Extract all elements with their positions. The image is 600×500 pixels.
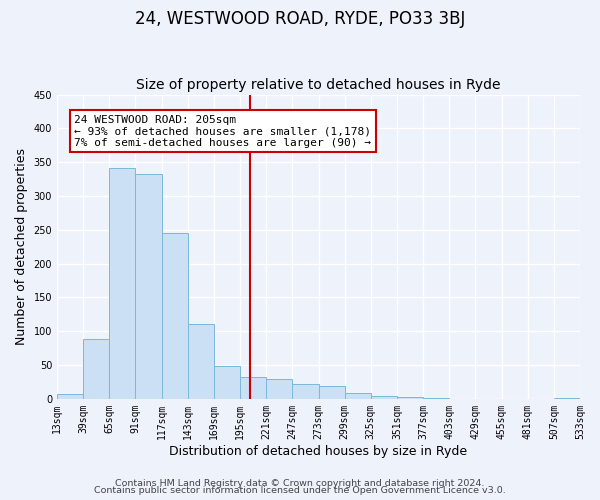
Bar	[371, 396, 397, 399]
Bar	[554, 398, 580, 399]
Bar	[423, 398, 449, 399]
Bar	[344, 394, 371, 399]
Bar	[214, 366, 240, 399]
Bar	[57, 394, 83, 399]
Bar	[240, 376, 266, 399]
Text: Contains public sector information licensed under the Open Government Licence v3: Contains public sector information licen…	[94, 486, 506, 495]
Bar	[136, 174, 161, 399]
Bar	[188, 324, 214, 399]
Text: 24 WESTWOOD ROAD: 205sqm
← 93% of detached houses are smaller (1,178)
7% of semi: 24 WESTWOOD ROAD: 205sqm ← 93% of detach…	[74, 115, 371, 148]
Title: Size of property relative to detached houses in Ryde: Size of property relative to detached ho…	[136, 78, 501, 92]
Bar	[319, 386, 344, 399]
Text: 24, WESTWOOD ROAD, RYDE, PO33 3BJ: 24, WESTWOOD ROAD, RYDE, PO33 3BJ	[135, 10, 465, 28]
Bar	[397, 398, 423, 399]
Bar	[266, 378, 292, 399]
Bar	[109, 168, 136, 399]
Bar	[83, 338, 109, 399]
Text: Contains HM Land Registry data © Crown copyright and database right 2024.: Contains HM Land Registry data © Crown c…	[115, 478, 485, 488]
X-axis label: Distribution of detached houses by size in Ryde: Distribution of detached houses by size …	[169, 444, 467, 458]
Bar	[161, 233, 188, 399]
Bar	[292, 384, 319, 399]
Y-axis label: Number of detached properties: Number of detached properties	[15, 148, 28, 345]
